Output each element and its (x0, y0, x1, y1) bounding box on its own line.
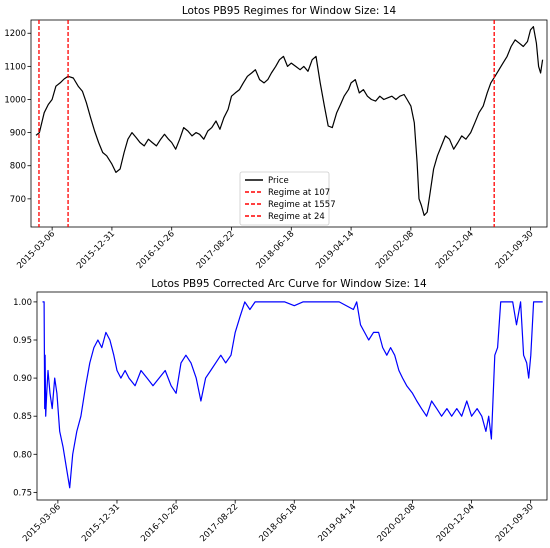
x-tick-label: 2015-03-06 (15, 229, 57, 271)
chart2-axes-frame (36, 291, 548, 501)
x-tick-label: 2016-10-26 (135, 229, 177, 271)
y-tick-label: 1.00 (13, 298, 32, 308)
x-tick-label: 2017-08-22 (195, 229, 237, 271)
y-tick-label: 0.75 (13, 488, 32, 498)
y-tick-label: 1000 (4, 95, 26, 105)
legend-label-price: Price (268, 176, 289, 186)
chart1-axes-frame (30, 19, 548, 228)
y-tick-label: 900 (10, 129, 26, 139)
x-tick-label: 2020-12-04 (435, 502, 477, 544)
x-tick-label: 2015-12-31 (75, 229, 117, 271)
x-tick-label: 2021-09-30 (494, 229, 536, 271)
series-line-1 (42, 301, 543, 489)
x-tick-label: 2020-02-08 (376, 502, 418, 544)
y-tick-label: 1100 (4, 62, 26, 72)
chart1-title: Lotos PB95 Regimes for Window Size: 14 (182, 5, 397, 17)
y-tick-label: 0.85 (13, 412, 32, 422)
chart1-legend: Price Regime at 107 Regime at 1557 Regim… (239, 171, 336, 226)
x-tick-label: 2015-12-31 (80, 502, 122, 544)
chart1-y-axis: 700 800 900 1000 1100 1200 (4, 29, 31, 205)
chart2-plot-area (42, 301, 543, 489)
chart2-title: Lotos PB95 Corrected Arc Curve for Windo… (151, 278, 427, 290)
y-tick-label: 1200 (4, 29, 26, 39)
x-tick-label: 2019-04-14 (314, 229, 356, 271)
legend-label-regime-1: Regime at 107 (268, 188, 330, 198)
chart1-plot-area (35, 20, 544, 227)
x-tick-label: 2020-12-04 (434, 229, 476, 271)
chart1-x-axis: 2015-03-06 2015-12-31 2016-10-26 2017-08-22… (15, 227, 536, 271)
x-tick-label: 2019-04-14 (316, 502, 358, 544)
x-tick-label: 2018-06-18 (254, 229, 296, 271)
x-tick-label: 2021-09-30 (494, 502, 536, 544)
y-tick-label: 0.80 (13, 450, 32, 460)
x-tick-label: 2017-08-22 (198, 502, 240, 544)
y-tick-label: 0.95 (13, 336, 32, 346)
series-line-1 (35, 26, 544, 216)
chart2-x-axis: 2015-03-06 2015-12-31 2016-10-26 2017-08-22… (21, 500, 536, 544)
x-tick-label: 2015-03-06 (21, 502, 63, 544)
y-tick-label: 0.90 (13, 374, 32, 384)
legend-label-regime-3: Regime at 24 (268, 212, 325, 222)
x-tick-label: 2016-10-26 (139, 502, 181, 544)
legend-box (239, 171, 330, 226)
chart2-y-axis: 0.75 0.80 0.85 0.90 0.95 1.00 (13, 298, 37, 498)
y-tick-label: 700 (10, 195, 26, 205)
x-tick-label: 2020-02-08 (374, 229, 416, 271)
legend-label-regime-2: Regime at 1557 (268, 200, 336, 210)
y-tick-label: 800 (10, 162, 26, 172)
x-tick-label: 2018-06-18 (257, 502, 299, 544)
